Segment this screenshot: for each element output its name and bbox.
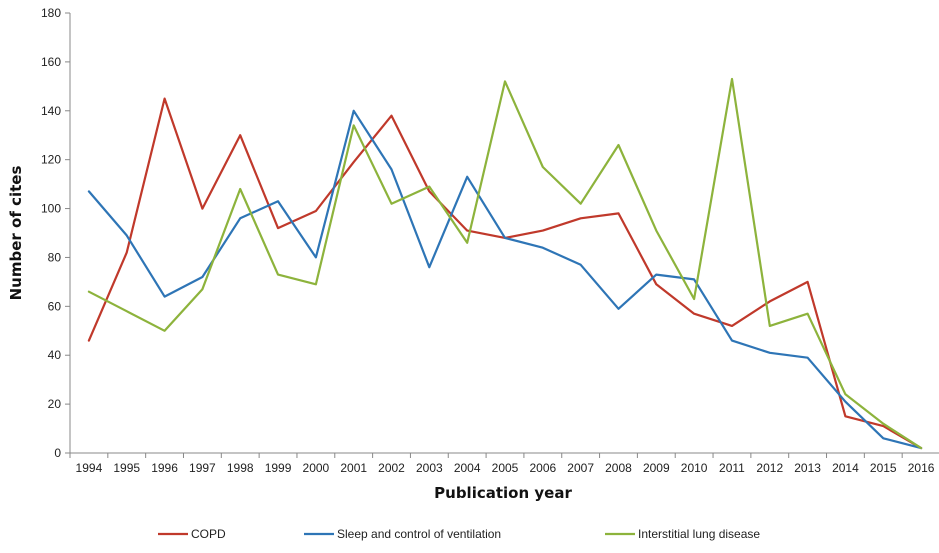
x-tick-label: 2009 — [643, 461, 670, 475]
y-tick-label: 100 — [41, 202, 61, 216]
x-tick-label: 1997 — [189, 461, 216, 475]
y-tick-label: 0 — [54, 446, 61, 460]
x-tick-label: 1996 — [151, 461, 178, 475]
x-tick-label: 2004 — [454, 461, 481, 475]
legend-label: COPD — [191, 527, 226, 541]
x-tick-label: 1994 — [76, 461, 103, 475]
x-axis-title: Publication year — [434, 484, 572, 502]
x-tick-label: 1995 — [113, 461, 140, 475]
y-tick-label: 80 — [48, 250, 62, 264]
x-tick-label: 2010 — [681, 461, 708, 475]
y-tick-label: 160 — [41, 55, 61, 69]
y-tick-label: 140 — [41, 104, 61, 118]
x-tick-label: 2012 — [756, 461, 783, 475]
x-tick-label: 1999 — [265, 461, 292, 475]
y-axis-title: Number of cites — [7, 166, 25, 301]
series-line-sleep-and-control-of-ventilation — [87, 109, 923, 450]
series-line-copd — [87, 97, 923, 450]
axes — [69, 13, 939, 454]
series-line-interstitial-lung-disease — [87, 77, 923, 450]
y-tick-label: 180 — [41, 6, 61, 20]
x-tick-label: 2002 — [378, 461, 405, 475]
x-tick-label: 2007 — [567, 461, 594, 475]
series-lines — [87, 77, 923, 450]
x-tick-label: 2006 — [529, 461, 556, 475]
y-tick-label: 40 — [48, 348, 62, 362]
legend: COPD Sleep and control of ventilation Inte… — [158, 527, 760, 541]
y-tick-label: 120 — [41, 153, 61, 167]
x-ticks: 1994 1995 1996 1997 1998 1999 2000 2001 2002 2003… — [69, 453, 935, 475]
legend-label: Interstitial lung disease — [638, 527, 760, 541]
y-tick-label: 20 — [48, 397, 62, 411]
x-tick-label: 1998 — [227, 461, 254, 475]
y-tick-label: 60 — [48, 299, 62, 313]
x-tick-label: 2005 — [492, 461, 519, 475]
x-tick-label: 2014 — [832, 461, 859, 475]
legend-label: Sleep and control of ventilation — [337, 527, 501, 541]
x-tick-label: 2003 — [416, 461, 443, 475]
x-tick-label: 2008 — [605, 461, 632, 475]
y-ticks: 0 20 40 60 80 100 120 140 160 180 — [41, 6, 70, 460]
x-tick-label: 2000 — [303, 461, 330, 475]
x-tick-label: 2016 — [908, 461, 935, 475]
x-tick-label: 2011 — [719, 461, 745, 475]
x-tick-label: 2013 — [794, 461, 821, 475]
x-tick-label: 2001 — [340, 461, 367, 475]
x-tick-label: 2015 — [870, 461, 897, 475]
